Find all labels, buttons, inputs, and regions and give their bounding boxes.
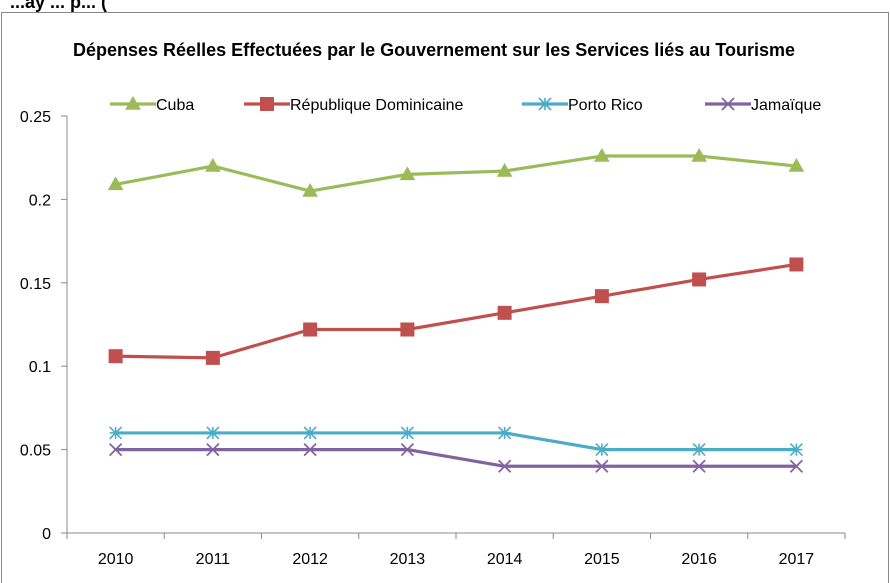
legend-item: République Dominicaine bbox=[244, 97, 464, 114]
series-3 bbox=[108, 442, 804, 473]
legend-label: Porto Rico bbox=[568, 97, 643, 114]
x-tick-label: 2011 bbox=[196, 551, 231, 568]
data-point bbox=[400, 442, 415, 457]
data-point bbox=[206, 426, 220, 440]
data-point bbox=[691, 148, 707, 162]
data-point bbox=[692, 272, 707, 287]
x-ticks: 2010 2011 2012 2013 2014 2015 2016 2017 bbox=[66, 533, 846, 568]
chart-frame bbox=[1, 12, 889, 583]
data-point bbox=[594, 289, 609, 304]
series-line bbox=[115, 154, 797, 193]
data-point bbox=[109, 426, 123, 440]
legend-item: Cuba bbox=[110, 95, 194, 114]
data-point bbox=[789, 443, 803, 457]
data-point bbox=[302, 183, 318, 197]
y-ticks: 0 0.05 0.1 0.15 0.2 0.25 bbox=[20, 109, 67, 543]
data-point bbox=[107, 176, 124, 191]
data-point bbox=[595, 443, 609, 457]
y-tick-label: 0.25 bbox=[20, 109, 51, 126]
data-point bbox=[108, 442, 123, 457]
y-tick-label: 0.1 bbox=[29, 359, 51, 376]
x-tick-label: 2016 bbox=[681, 551, 717, 568]
series-line bbox=[115, 448, 797, 468]
series-line bbox=[115, 262, 797, 360]
series-line bbox=[115, 431, 797, 452]
legend-item: Porto Rico bbox=[522, 97, 643, 114]
y-tick-label: 0 bbox=[42, 526, 51, 543]
y-tick-label: 0.05 bbox=[20, 443, 51, 460]
data-point bbox=[692, 443, 706, 457]
data-point bbox=[205, 350, 220, 365]
data-point bbox=[498, 426, 512, 440]
clipped-page-heading: ...ay ... p... ( bbox=[10, 0, 107, 12]
legend: Cuba République Dominicaine Porto Rico Jama… bbox=[110, 95, 821, 114]
legend-label: Cuba bbox=[156, 97, 194, 114]
x-tick-label: 2010 bbox=[98, 551, 134, 568]
series-layer bbox=[107, 148, 805, 473]
chart-title: Dépenses Réelles Effectuées par le Gouve… bbox=[73, 40, 795, 60]
x-tick-label: 2015 bbox=[584, 551, 620, 568]
y-tick-label: 0.15 bbox=[20, 276, 51, 293]
data-point bbox=[789, 459, 804, 473]
data-point bbox=[303, 426, 317, 440]
data-point bbox=[303, 442, 317, 457]
x-tick-label: 2013 bbox=[390, 551, 426, 568]
data-point bbox=[595, 459, 609, 473]
data-point bbox=[400, 426, 414, 440]
data-point bbox=[594, 148, 610, 162]
legend-marker bbox=[125, 95, 141, 110]
x-tick-label: 2012 bbox=[292, 551, 328, 568]
data-point bbox=[692, 459, 706, 473]
x-tick-label: 2017 bbox=[779, 551, 815, 568]
legend-marker bbox=[721, 97, 735, 111]
data-point bbox=[399, 166, 416, 181]
data-point bbox=[789, 257, 804, 272]
series-1 bbox=[108, 257, 804, 365]
data-point bbox=[108, 349, 123, 364]
series-2 bbox=[109, 426, 803, 457]
data-point bbox=[497, 305, 512, 320]
series-0 bbox=[107, 148, 805, 197]
y-tick-label: 0.2 bbox=[29, 192, 51, 209]
legend-label: Jamaïque bbox=[751, 97, 821, 114]
legend-label: République Dominicaine bbox=[290, 97, 464, 114]
data-point bbox=[303, 322, 318, 337]
data-point bbox=[205, 158, 221, 172]
data-point bbox=[496, 163, 513, 177]
legend-item: Jamaïque bbox=[705, 97, 821, 114]
data-point bbox=[788, 158, 805, 172]
x-tick-label: 2014 bbox=[487, 551, 523, 568]
data-point bbox=[497, 459, 512, 473]
legend-marker bbox=[538, 97, 552, 111]
legend-marker bbox=[260, 97, 274, 111]
data-point bbox=[206, 442, 220, 457]
data-point bbox=[400, 322, 415, 337]
